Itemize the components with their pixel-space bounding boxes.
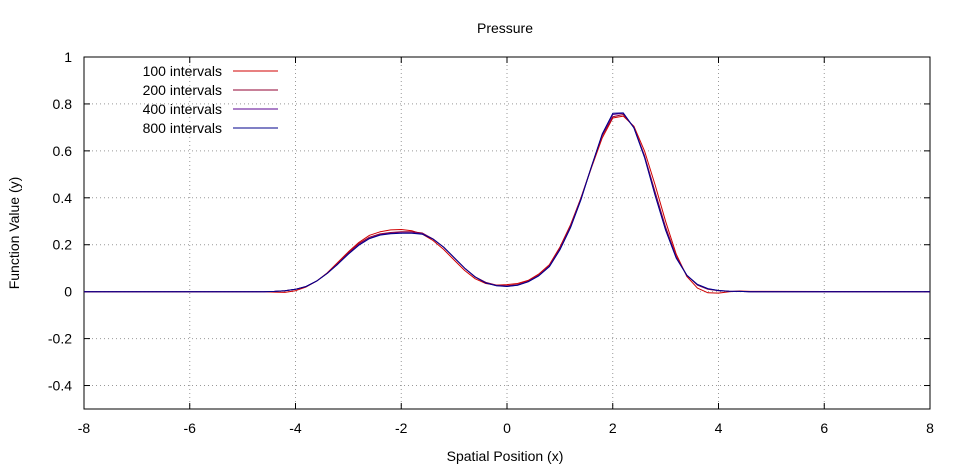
y-tick-label: 0.2 (53, 237, 73, 253)
x-tick-label: 2 (609, 420, 617, 436)
x-tick-label: 8 (926, 420, 934, 436)
axis-ticks: -8 -6 -4 -2 0 2 4 6 8 -0.4 -0.2 0 0.2 0.4 0.6 0.8 1 (48, 49, 934, 436)
x-tick-label: 6 (820, 420, 828, 436)
y-tick-label: 0.8 (53, 96, 73, 112)
legend-label: 200 intervals (143, 82, 222, 98)
x-tick-label: -4 (289, 420, 302, 436)
y-tick-label: -0.2 (48, 331, 72, 347)
y-tick-label: -0.4 (48, 378, 72, 394)
legend-label: 800 intervals (143, 120, 222, 136)
grid-lines (84, 57, 930, 409)
x-tick-label: -2 (395, 420, 408, 436)
legend-label: 100 intervals (143, 63, 222, 79)
x-tick-label: -8 (78, 420, 91, 436)
x-axis-title: Spatial Position (x) (447, 448, 564, 464)
y-axis-title: Function Value (y) (6, 177, 22, 290)
y-tick-label: 1 (64, 49, 72, 65)
series-line-4 (84, 112, 930, 293)
x-tick-label: 0 (503, 420, 511, 436)
series-line-1 (84, 115, 931, 294)
x-tick-label: -6 (184, 420, 197, 436)
y-tick-label: 0.4 (53, 190, 73, 206)
y-tick-label: 0 (64, 284, 72, 300)
x-tick-label: 4 (715, 420, 723, 436)
legend-label: 400 intervals (143, 101, 222, 117)
legend: 100 intervals 200 intervals 400 intervals 8… (143, 63, 278, 136)
chart-title: Pressure (477, 20, 533, 36)
y-tick-label: 0.6 (53, 143, 73, 159)
series-lines (84, 112, 931, 294)
